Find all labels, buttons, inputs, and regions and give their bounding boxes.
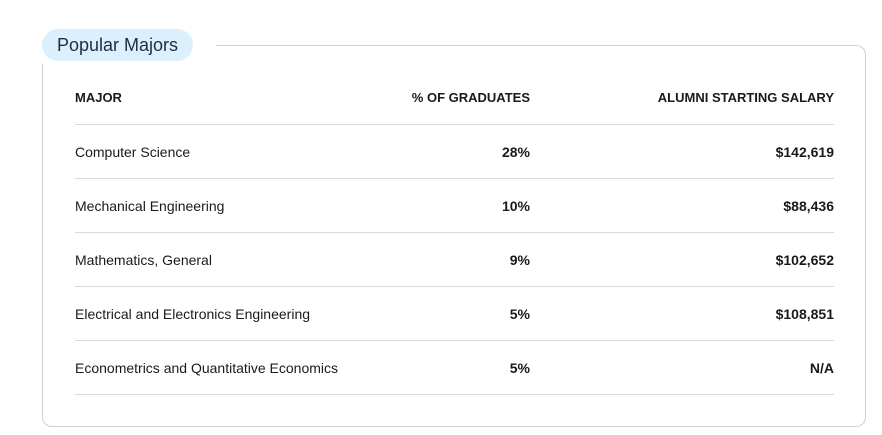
starting-salary: $88,436: [530, 178, 834, 233]
percent-graduates: 9%: [375, 232, 530, 287]
percent-graduates: 10%: [375, 178, 530, 233]
table-row: Electrical and Electronics Engineering 5…: [75, 286, 834, 341]
starting-salary: $108,851: [530, 286, 834, 341]
column-header-percent-graduates: % OF GRADUATES: [375, 70, 530, 125]
percent-graduates: 5%: [375, 286, 530, 341]
table-row: Computer Science 28% $142,619: [75, 124, 834, 179]
percent-graduates: 5%: [375, 340, 530, 395]
percent-graduates: 28%: [375, 124, 530, 179]
major-name: Mathematics, General: [75, 232, 375, 287]
column-header-starting-salary: ALUMNI STARTING SALARY: [530, 70, 834, 125]
table-row: Mathematics, General 9% $102,652: [75, 232, 834, 287]
starting-salary: N/A: [530, 340, 834, 395]
majors-table: MAJOR % OF GRADUATES ALUMNI STARTING SAL…: [75, 70, 834, 395]
table-row: Mechanical Engineering 10% $88,436: [75, 178, 834, 233]
table-row: Econometrics and Quantitative Economics …: [75, 340, 834, 395]
major-name: Computer Science: [75, 124, 375, 179]
starting-salary: $102,652: [530, 232, 834, 287]
section-divider: [217, 45, 847, 46]
column-header-major: MAJOR: [75, 70, 375, 125]
table-header-row: MAJOR % OF GRADUATES ALUMNI STARTING SAL…: [75, 70, 834, 125]
section-title: Popular Majors: [42, 29, 194, 61]
major-name: Mechanical Engineering: [75, 178, 375, 233]
major-name: Econometrics and Quantitative Economics: [75, 340, 375, 395]
starting-salary: $142,619: [530, 124, 834, 179]
major-name: Electrical and Electronics Engineering: [75, 286, 375, 341]
